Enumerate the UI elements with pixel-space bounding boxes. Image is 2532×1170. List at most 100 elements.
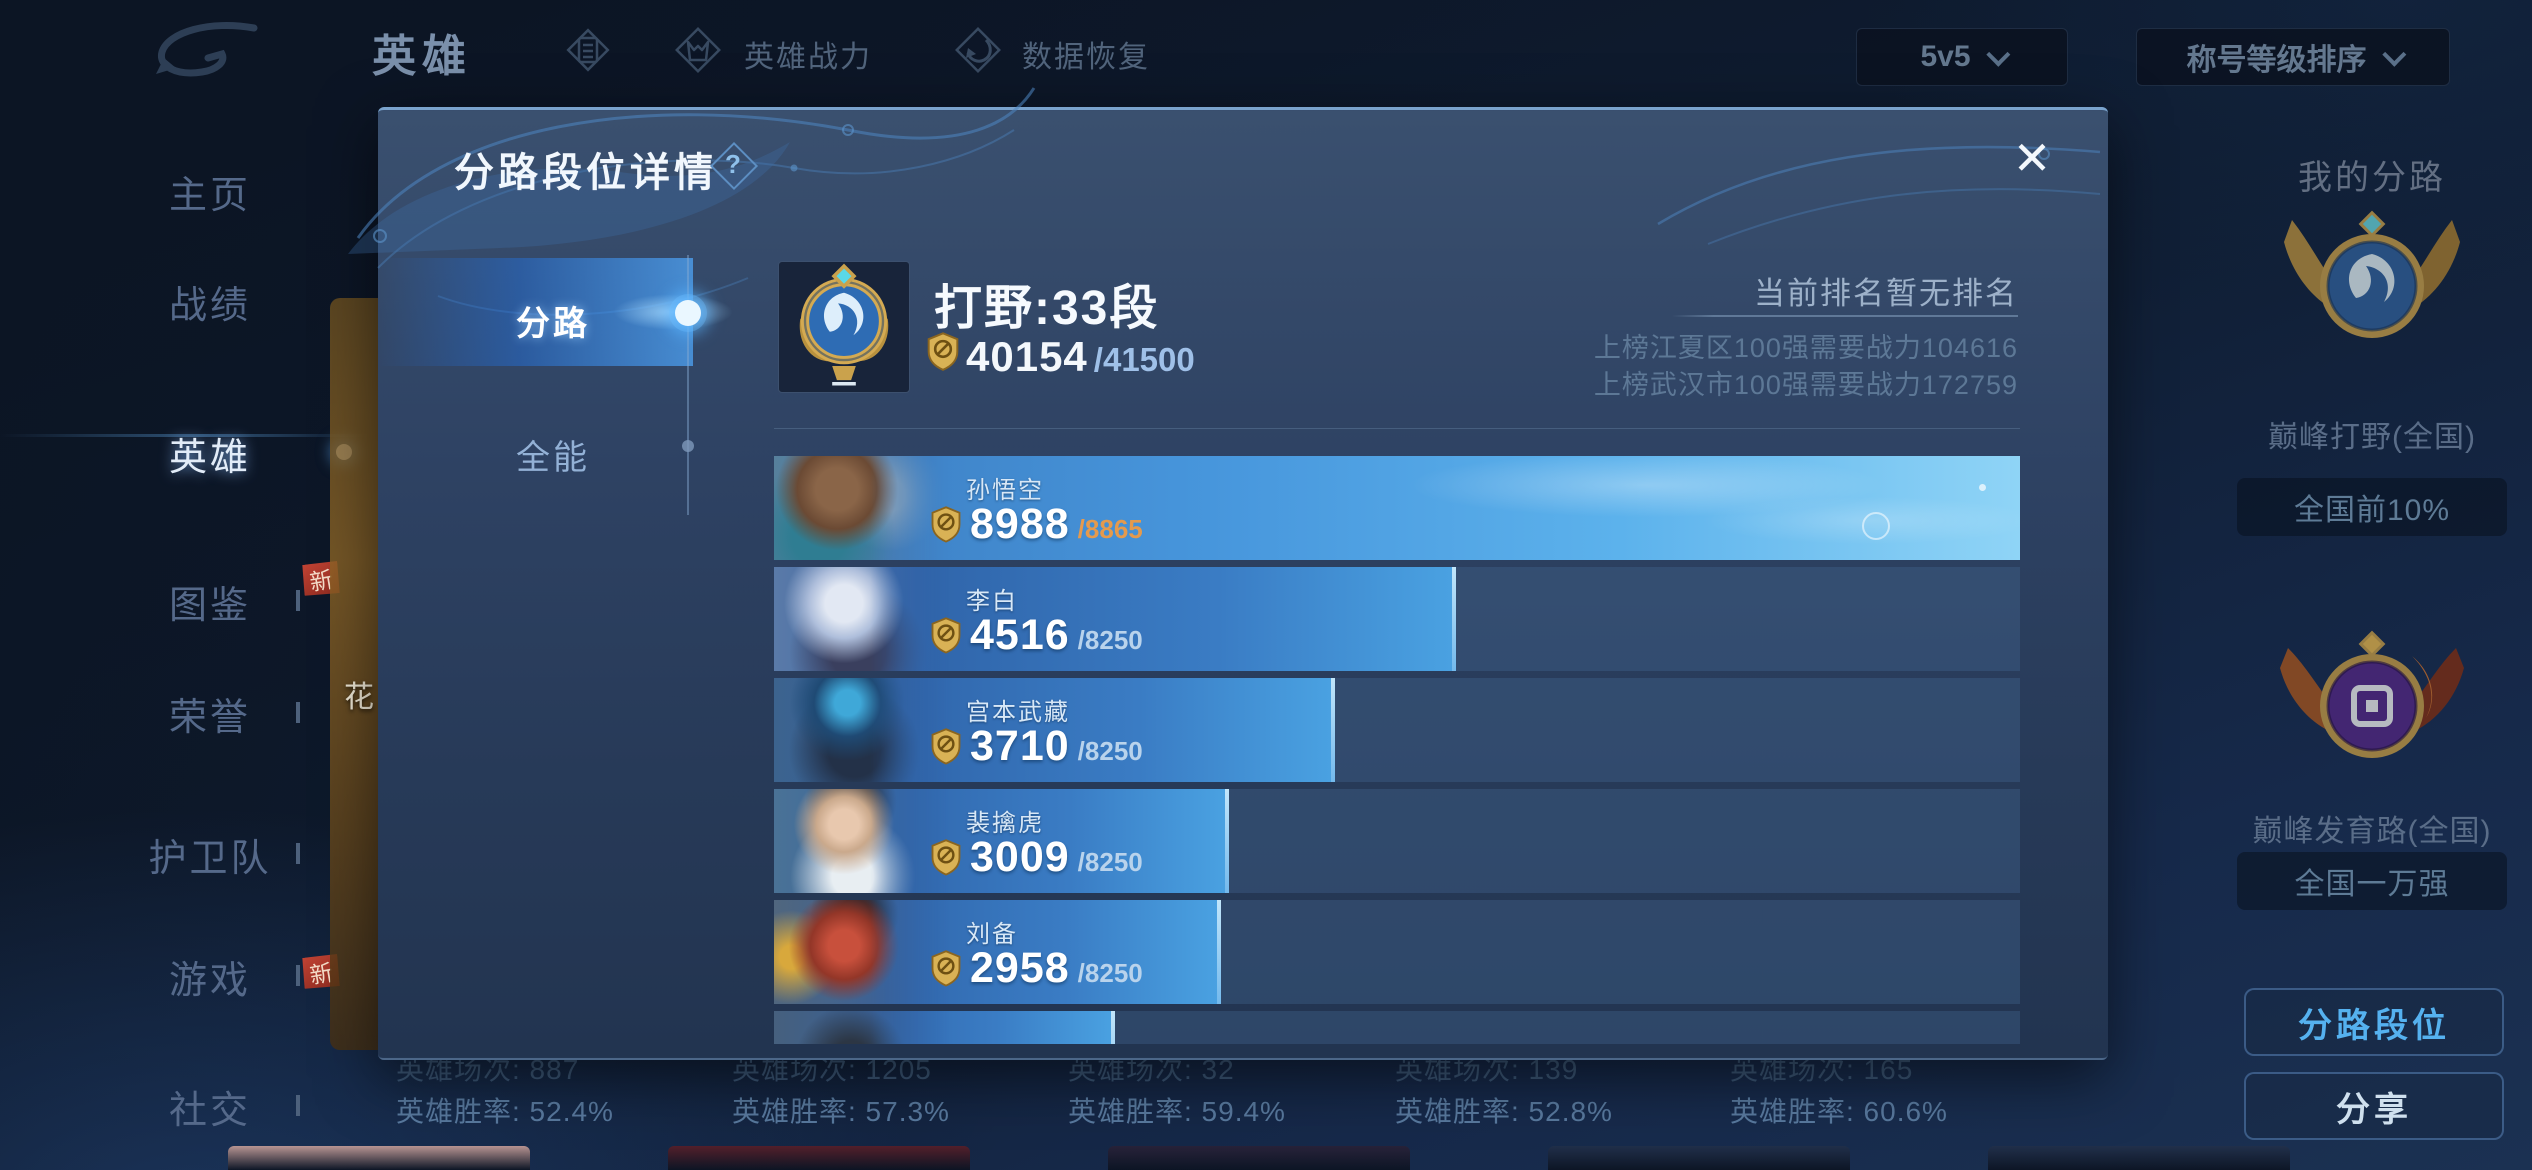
page-title: 英雄 — [372, 32, 472, 81]
hero-power-row[interactable] — [774, 1011, 2020, 1044]
data-recovery-icon[interactable] — [948, 20, 1008, 80]
hero-power-value: 4516 — [970, 611, 1070, 659]
sidebar-item-heroes[interactable]: 英雄 — [168, 437, 251, 479]
peak-farm-lane-badge-icon — [2280, 630, 2464, 758]
hero-avatar — [774, 789, 949, 893]
hero-power-row[interactable]: 宫本武藏 3710/8250 — [774, 678, 2020, 782]
lane-rank-detail-modal: 分路段位详情 ? ✕ 分路 全能 打野:33段 — [348, 87, 2108, 1060]
hero-avatar — [774, 900, 949, 1004]
hero-avatar — [774, 1011, 949, 1044]
close-icon[interactable]: ✕ — [2012, 132, 2052, 184]
hero-winrate-stat: 英雄胜率: 60.6% — [1730, 1096, 1948, 1127]
hero-power-icon[interactable] — [668, 20, 728, 80]
peak-farm-lane-label: 巅峰发育路(全国) — [2252, 815, 2492, 848]
lane-rank-medal-icon — [799, 263, 889, 386]
hero-winrate-stat: 英雄胜率: 57.3% — [732, 1096, 950, 1127]
hero-avatar — [774, 678, 949, 782]
hero-name: 李白 — [966, 588, 1018, 615]
tab-allround[interactable]: 全能 — [516, 439, 590, 477]
help-icon[interactable]: ? — [709, 141, 759, 191]
hero-power-cap: /8250 — [1077, 625, 1143, 655]
back-icon[interactable] — [150, 18, 270, 80]
peak-jungle-label: 巅峰打野(全国) — [2268, 421, 2476, 454]
sidebar-item-honor[interactable]: 荣誉 — [168, 697, 251, 739]
peak-jungle-rank: 全国前10% — [2237, 478, 2507, 536]
lane-power-value: 40154 — [966, 333, 1088, 381]
data-recovery-label[interactable]: 数据恢复 — [1022, 41, 1150, 74]
hero-power-row[interactable]: 裴擒虎 3009/8250 — [774, 789, 2020, 893]
hero-power-row[interactable]: 刘备 2958/8250 — [774, 900, 2020, 1004]
background-card-edge — [1988, 1146, 2290, 1170]
hero-power-value-row: 8988/8865 — [930, 500, 1143, 549]
hero-power-value: 3710 — [970, 722, 1070, 770]
hero-name: 裴擒虎 — [966, 810, 1044, 837]
hero-name: 刘备 — [966, 921, 1018, 948]
sidebar-item-social[interactable]: 社交 — [168, 1090, 251, 1132]
hero-power-value: 2958 — [970, 944, 1070, 992]
hero-avatar — [774, 567, 949, 671]
current-ranking-status: 当前排名暂无排名 — [1754, 276, 2018, 311]
power-shield-icon — [930, 506, 962, 543]
hero-power-label[interactable]: 英雄战力 — [744, 41, 872, 74]
power-shield-icon — [930, 950, 962, 987]
chevron-down-icon — [296, 1095, 300, 1116]
sidebar-item-home[interactable]: 主页 — [168, 175, 251, 217]
hero-winrate-stat: 英雄胜率: 52.4% — [396, 1096, 614, 1127]
hero-name: 孙悟空 — [966, 477, 1044, 504]
power-shield-icon — [930, 839, 962, 876]
lane-power-cap: /41500 — [1093, 341, 1195, 379]
lane-rank-title: 打野:33段 — [934, 282, 1160, 335]
hero-power-list: 孙悟空 8988/8865 李白 4516/8250 宫本武藏 3710/8250 裴… — [774, 456, 2020, 1044]
share-button[interactable]: 分享 — [2244, 1072, 2504, 1140]
ranking-requirement-1: 上榜江夏区100强需要战力104616 — [1593, 333, 2018, 363]
sparkle-dot-decoration — [1979, 484, 1986, 491]
peak-jungle-badge-icon — [2284, 210, 2460, 338]
chevron-down-icon — [2381, 42, 2406, 67]
hero-power-value-row: 3710/8250 — [930, 722, 1143, 771]
sidebar-item-battle-records[interactable]: 战绩 — [168, 285, 251, 327]
power-shield-icon — [930, 728, 962, 765]
background-card-edge — [228, 1146, 530, 1170]
power-shield-icon — [930, 617, 962, 654]
header-divider — [774, 428, 2020, 429]
help-icon-glyph: ? — [725, 149, 741, 179]
hero-power-value-row: 2958/8250 — [930, 944, 1143, 993]
active-tab-dot — [675, 300, 701, 326]
sidebar-item-game[interactable]: 游戏 — [168, 960, 251, 1002]
peak-farm-lane-rank: 全国一万强 — [2237, 852, 2507, 910]
chevron-down-icon — [296, 965, 300, 986]
modal-title: 分路段位详情 — [454, 151, 718, 195]
sort-dropdown[interactable]: 称号等级排序 — [2136, 28, 2450, 86]
mode-dropdown[interactable]: 5v5 — [1856, 28, 2068, 86]
hero-power-row[interactable]: 孙悟空 8988/8865 — [774, 456, 2020, 560]
chevron-down-icon — [296, 702, 300, 723]
sparkle-ring-decoration — [1862, 512, 1890, 540]
hero-power-value: 8988 — [970, 500, 1070, 548]
hero-power-value-row: 3009/8250 — [930, 833, 1143, 882]
mode-dropdown-value: 5v5 — [1920, 40, 1971, 73]
hero-power-value-row: 4516/8250 — [930, 611, 1143, 660]
hero-winrate-stat: 英雄胜率: 59.4% — [1068, 1096, 1286, 1127]
hero-avatar — [774, 456, 949, 560]
background-card-edge — [1548, 1146, 1850, 1170]
hero-power-row[interactable]: 李白 4516/8250 — [774, 567, 2020, 671]
hero-power-cap: /8250 — [1077, 958, 1143, 988]
hero-winrate-stat: 英雄胜率: 52.8% — [1395, 1096, 1613, 1127]
chevron-down-icon — [296, 590, 300, 611]
power-shield-icon — [926, 332, 960, 371]
lane-rank-button[interactable]: 分路段位 — [2244, 988, 2504, 1056]
sidebar-item-guard-team[interactable]: 护卫队 — [148, 838, 272, 880]
hero-power-fill — [774, 456, 2020, 560]
ranking-requirement-2: 上榜武汉市100强需要战力172759 — [1593, 370, 2018, 400]
sidebar-item-gallery[interactable]: 图鉴 — [168, 585, 251, 627]
background-card-edge — [668, 1146, 970, 1170]
hero-name: 宫本武藏 — [966, 699, 1070, 726]
topbar: 英雄 英雄战力 数据恢复 5v5 称号等级排序 — [0, 0, 2532, 96]
inactive-tab-dot — [682, 440, 694, 452]
hero-list-icon[interactable] — [560, 22, 616, 78]
hero-power-value: 3009 — [970, 833, 1070, 881]
my-lane-title: 我的分路 — [2298, 159, 2446, 197]
ranking-divider — [1672, 315, 2018, 317]
tab-lane[interactable]: 分路 — [516, 305, 590, 343]
